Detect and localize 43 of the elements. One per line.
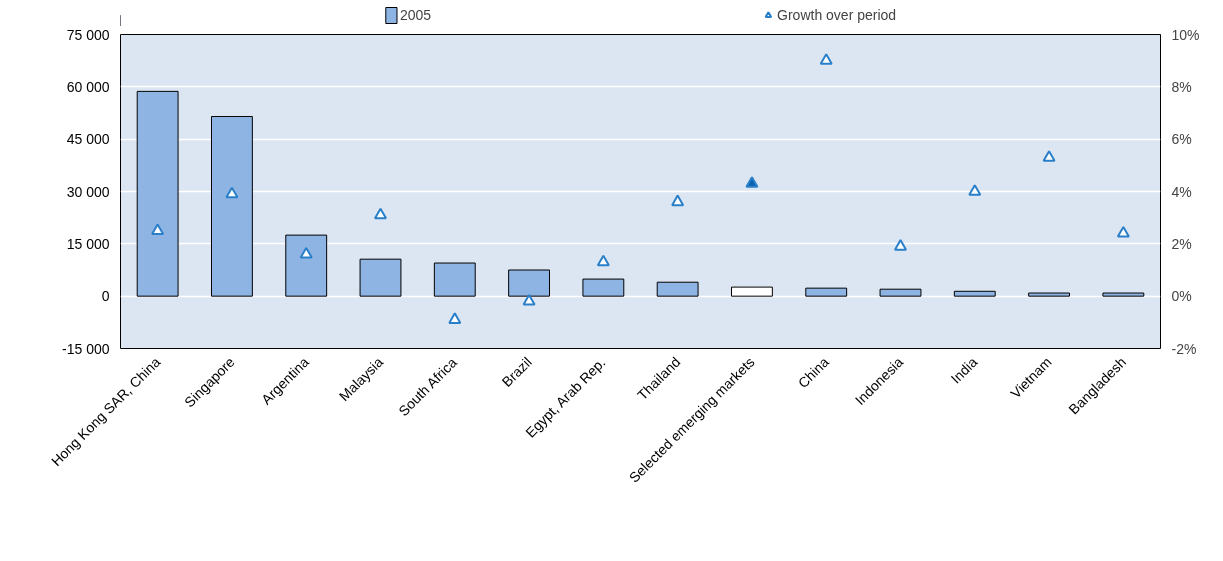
y2-tick-label: 10%: [1171, 26, 1200, 43]
y-tick-label: 75 000: [66, 26, 110, 43]
point: [894, 239, 907, 251]
bar: [879, 288, 922, 297]
y-tick-label: 0: [101, 288, 110, 305]
point: [522, 294, 536, 306]
bar: [359, 258, 402, 297]
y-tick-label: 45 000: [66, 131, 110, 148]
bar: [211, 115, 253, 297]
point: [1116, 226, 1130, 238]
y-tick-label: 15 000: [66, 235, 110, 252]
bar: [953, 290, 996, 297]
point: [745, 176, 759, 188]
bar: [656, 281, 699, 297]
y2-tick-label: 6%: [1171, 131, 1192, 148]
point: [299, 246, 313, 259]
bar: [805, 287, 848, 297]
point: [968, 184, 982, 196]
point: [819, 53, 833, 65]
legend-label: 2005: [399, 7, 432, 23]
point: [151, 223, 165, 235]
y2-tick-label: 8%: [1171, 78, 1192, 95]
bar: [508, 269, 550, 297]
y2-tick-label: 4%: [1171, 183, 1192, 200]
y-tick-label: 60 000: [66, 78, 110, 95]
legend-label: Growth over period: [777, 7, 897, 23]
bar: [1102, 292, 1145, 297]
point: [671, 194, 685, 207]
y2-tick-label: 0%: [1171, 288, 1192, 305]
bar: [136, 90, 179, 297]
y2-tick-label: 2%: [1171, 235, 1192, 252]
bar: [582, 278, 625, 297]
point: [1042, 150, 1056, 162]
point: [374, 207, 387, 220]
point: [225, 186, 239, 199]
y-tick-label: -15 000: [62, 340, 110, 357]
y2-tick-label: -2%: [1171, 340, 1197, 357]
bar: [1028, 292, 1070, 297]
point: [596, 254, 610, 267]
point: [448, 312, 462, 324]
y-tick-label: 30 000: [66, 183, 110, 200]
bar: [285, 234, 328, 297]
bar: [433, 262, 476, 297]
